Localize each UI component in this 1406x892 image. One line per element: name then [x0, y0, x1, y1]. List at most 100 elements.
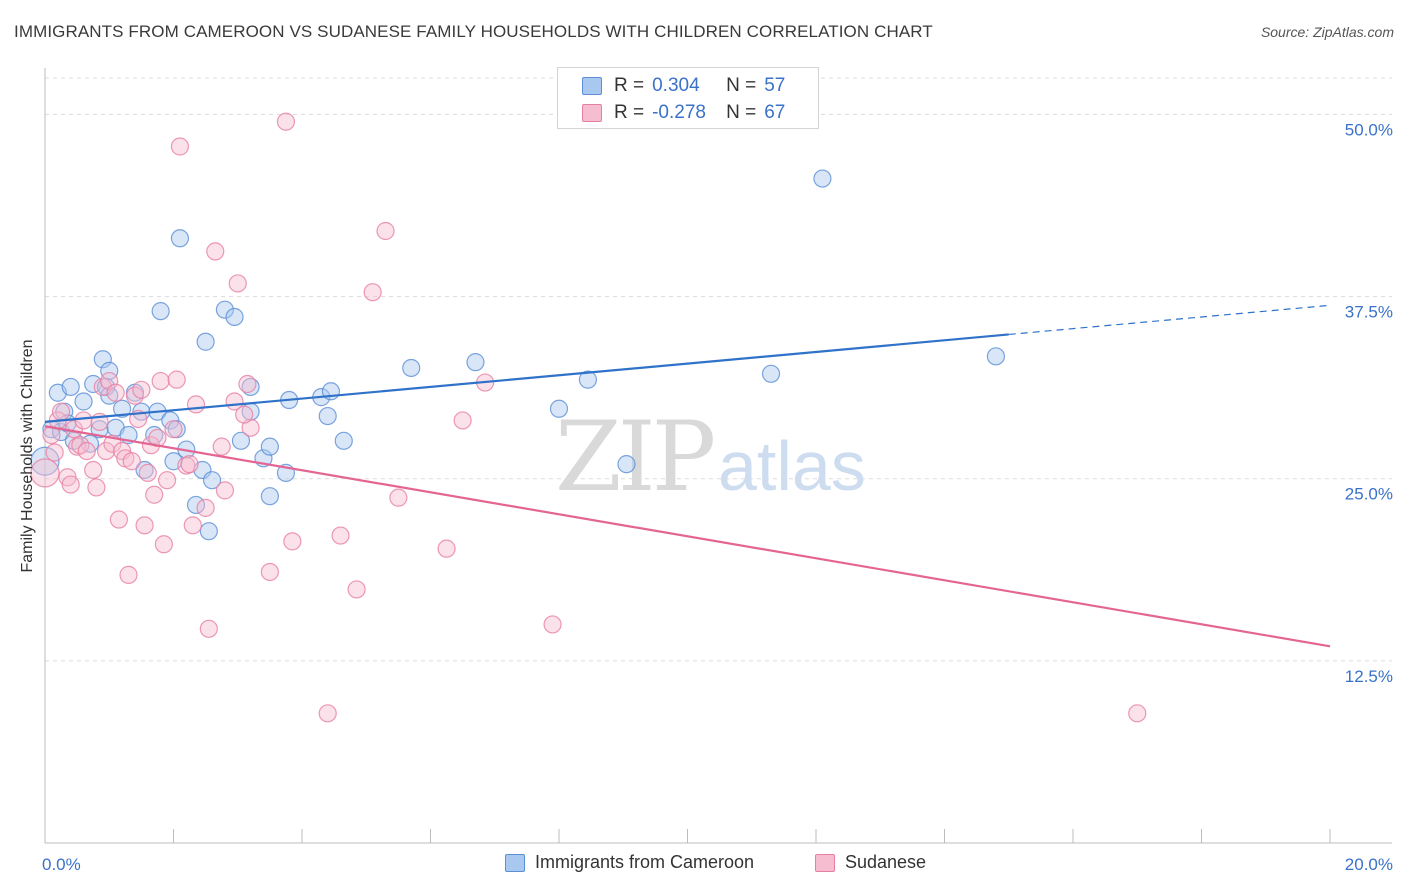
- legend-item-label: Sudanese: [845, 852, 927, 872]
- cameroon-point: [260, 487, 279, 506]
- legend-swatch-blue: [582, 77, 602, 95]
- cameroon-point: [196, 332, 215, 351]
- sudanese-point: [157, 471, 177, 490]
- cameroon-point: [402, 358, 421, 378]
- cameroon-point: [986, 347, 1006, 366]
- sudanese-point: [212, 437, 231, 456]
- sudanese-point: [376, 221, 395, 241]
- sudanese-point: [347, 580, 366, 599]
- y-tick-label: 25.0%: [1345, 485, 1393, 504]
- sudanese-point: [77, 441, 96, 461]
- sudanese-point: [151, 371, 170, 391]
- cameroon-point: [135, 460, 154, 480]
- cameroon-point: [30, 446, 60, 476]
- sudanese-point: [453, 411, 472, 430]
- correlation-legend: R = 0.304 N = 57 R = -0.278 N = 67: [557, 67, 819, 129]
- cameroon-point: [578, 370, 598, 389]
- sudanese-point: [331, 526, 350, 545]
- tick-labels: 12.5% 25.0% 37.5% 50.0% 0.0% 20.0%: [42, 120, 1393, 874]
- sudanese-point: [109, 510, 128, 529]
- sudanese-point: [180, 455, 199, 474]
- cameroon-point: [231, 431, 251, 450]
- sudanese-point: [283, 532, 302, 551]
- sudanese-point: [199, 619, 218, 638]
- sudanese-point: [96, 441, 116, 461]
- sudanese-point: [145, 485, 164, 504]
- sudanese-point: [84, 460, 103, 480]
- sudanese-point: [543, 615, 562, 634]
- sudanese-point: [30, 458, 60, 488]
- sudanese-point: [135, 516, 154, 535]
- sudanese-point: [132, 380, 151, 399]
- legend-n-value: 57: [764, 75, 786, 96]
- sudanese-point: [276, 112, 296, 131]
- sudanese-trend-line: [44, 425, 1331, 648]
- grid-layer: [45, 77, 1392, 662]
- watermark: ZIP atlas: [555, 401, 866, 513]
- sudanese-point: [119, 565, 138, 584]
- sudanese-point: [389, 488, 408, 507]
- legend-swatch-pink: [582, 104, 602, 122]
- legend-n-value: 67: [764, 102, 786, 123]
- chart-title: IMMIGRANTS FROM CAMEROON VS SUDANESE FAM…: [14, 22, 933, 41]
- legend-item-label: Immigrants from Cameroon: [535, 852, 755, 872]
- sudanese-point: [51, 402, 71, 421]
- cameroon-point: [74, 392, 93, 411]
- sudanese-point: [196, 498, 215, 517]
- legend-r-label: R =: [614, 75, 645, 96]
- cameroon-point: [549, 399, 569, 418]
- sudanese-point: [363, 283, 382, 302]
- cameroon-point: [112, 399, 132, 418]
- sudanese-point: [228, 274, 247, 293]
- cameroon-point: [199, 522, 218, 541]
- trend-lines: [44, 304, 1331, 648]
- series-legend: Immigrants from Cameroon Sudanese: [0, 852, 1406, 878]
- y-tick-label: 50.0%: [1345, 120, 1393, 139]
- sudanese-point: [138, 463, 157, 482]
- cameroon-point: [617, 455, 636, 474]
- legend-item-cameroon[interactable]: Immigrants from Cameroon: [505, 852, 754, 873]
- sudanese-point: [318, 704, 337, 723]
- points-layer: [30, 112, 1147, 723]
- cameroon-point: [151, 302, 170, 321]
- legend-n-label: N =: [726, 75, 757, 96]
- cameroon-point: [215, 300, 234, 319]
- y-tick-label: 12.5%: [1345, 667, 1393, 686]
- legend-r-value: 0.304: [652, 75, 700, 96]
- cameroon-point: [318, 406, 337, 426]
- cameroon-point: [334, 431, 353, 450]
- sudanese-point: [106, 383, 125, 402]
- axes: [44, 68, 1392, 844]
- sudanese-point: [122, 452, 141, 471]
- sudanese-point: [186, 395, 206, 414]
- cameroon-point: [202, 471, 222, 490]
- cameroon-point: [93, 350, 112, 369]
- cameroon-trend-line: [44, 333, 1009, 423]
- watermark-zip: ZIP: [555, 401, 714, 513]
- cameroon-point: [100, 361, 119, 380]
- sudanese-point: [437, 539, 456, 558]
- cameroon-point: [761, 364, 781, 383]
- cameroon-point: [145, 425, 164, 445]
- sudanese-point: [1128, 704, 1147, 723]
- sudanese-point: [170, 137, 190, 156]
- sudanese-point: [206, 242, 225, 261]
- legend-row-cameroon: R = 0.304 N = 57: [582, 74, 785, 98]
- sudanese-point: [100, 371, 119, 391]
- sudanese-point: [260, 562, 279, 582]
- cameroon-point: [225, 307, 244, 327]
- sudanese-point: [87, 478, 106, 497]
- y-axis-label: Family Households with Children: [19, 339, 36, 573]
- x-tick-label: 20.0%: [1345, 855, 1393, 874]
- legend-swatch-blue: [505, 853, 525, 872]
- sudanese-point: [45, 443, 64, 462]
- sudanese-point: [215, 481, 234, 500]
- cameroon-point: [813, 169, 832, 188]
- cameroon-point: [466, 353, 485, 372]
- cameroon-point: [170, 229, 190, 248]
- legend-r-label: R =: [614, 102, 645, 123]
- sudanese-point: [154, 535, 173, 554]
- cameroon-point: [260, 437, 279, 456]
- cameroon-trend-extension: [1008, 304, 1331, 336]
- legend-item-sudanese[interactable]: Sudanese: [815, 852, 926, 873]
